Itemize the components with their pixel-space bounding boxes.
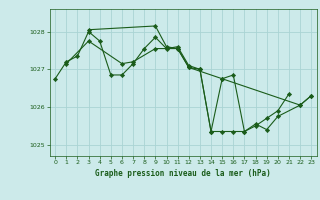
X-axis label: Graphe pression niveau de la mer (hPa): Graphe pression niveau de la mer (hPa)	[95, 169, 271, 178]
